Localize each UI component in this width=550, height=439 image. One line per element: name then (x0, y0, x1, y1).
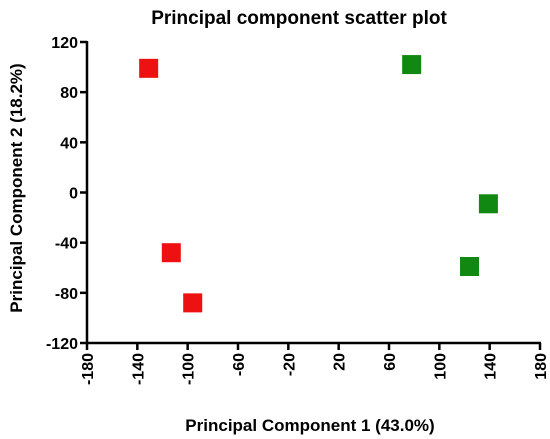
y-tick-label: 80 (60, 85, 78, 102)
x-tick-label: -60 (231, 353, 248, 376)
plot-frame (85, 41, 541, 345)
x-tick-label: -100 (181, 353, 198, 385)
data-point (478, 194, 498, 214)
x-tick-label: 100 (432, 353, 449, 380)
x-tick-label: -140 (130, 353, 147, 385)
x-tick-label: 140 (483, 353, 500, 380)
data-point (402, 55, 422, 75)
y-axis-ticks: -120 -80 -40 0 40 80 120 (46, 35, 87, 353)
data-point (161, 243, 181, 263)
y-tick-label: -40 (55, 236, 78, 253)
x-axis-title: Principal Component 1 (43.0%) (185, 416, 434, 435)
x-tick-label: 20 (332, 353, 349, 371)
x-tick-label: -20 (281, 353, 298, 376)
data-point (183, 293, 203, 313)
y-tick-label: -80 (55, 286, 78, 303)
data-point (460, 256, 480, 276)
data-points (139, 55, 498, 313)
y-tick-label: 0 (69, 186, 78, 203)
y-tick-label: 40 (60, 135, 78, 152)
y-axis-title: Principal Component 2 (18.2%) (7, 63, 26, 312)
x-axis-ticks: -180 -140 -100 -60 -20 20 60 100 140 180 (80, 343, 550, 385)
chart-title: Principal component scatter plot (151, 8, 447, 29)
y-tick-label: -120 (46, 336, 78, 353)
data-point (139, 58, 159, 78)
x-tick-label: 60 (382, 353, 399, 371)
x-tick-label: -180 (80, 353, 97, 385)
y-tick-label: 120 (51, 35, 78, 52)
x-tick-label: 180 (533, 353, 550, 380)
